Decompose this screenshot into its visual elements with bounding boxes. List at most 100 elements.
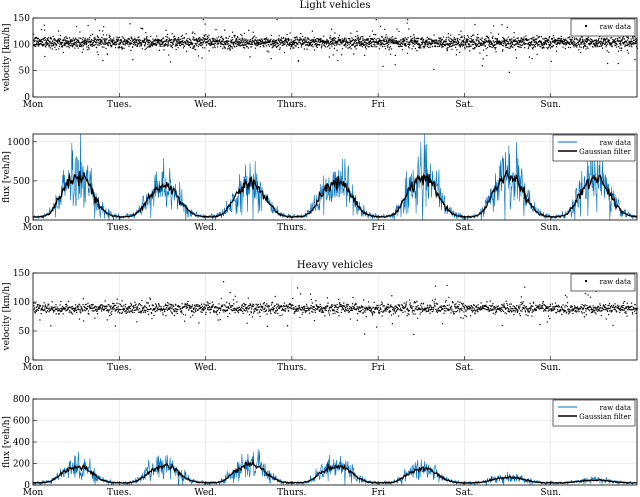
data-point [223, 42, 226, 44]
data-point [618, 37, 620, 39]
data-point [331, 304, 333, 306]
data-point [454, 38, 456, 40]
data-point [418, 308, 421, 311]
data-point [502, 304, 504, 306]
data-point [244, 310, 246, 312]
data-point [242, 46, 245, 49]
data-point [107, 44, 110, 47]
data-point [279, 48, 281, 51]
data-point [464, 48, 466, 50]
data-point [305, 41, 307, 43]
data-point [365, 45, 367, 48]
data-point [212, 303, 214, 306]
data-point [582, 305, 585, 307]
data-point [195, 48, 197, 51]
data-point [226, 309, 229, 311]
data-point [196, 304, 198, 306]
data-point [146, 46, 149, 48]
data-point [404, 311, 406, 313]
data-point [513, 309, 515, 312]
data-point [341, 306, 343, 308]
data-point [311, 30, 314, 32]
data-point [204, 42, 206, 44]
data-point [454, 40, 456, 42]
data-point [303, 309, 305, 311]
data-point [576, 46, 578, 48]
data-point [444, 44, 446, 46]
data-point [178, 42, 180, 44]
data-point [131, 311, 133, 313]
data-point [604, 40, 606, 42]
data-point [60, 309, 62, 311]
data-point [156, 35, 158, 37]
data-point [554, 308, 556, 310]
data-point [385, 310, 387, 312]
data-point [393, 308, 395, 311]
data-point [536, 305, 538, 307]
data-point [493, 41, 495, 43]
data-point [38, 306, 40, 308]
data-point [97, 306, 99, 308]
data-point [604, 43, 606, 45]
data-point [279, 47, 281, 49]
data-point [341, 306, 344, 308]
data-point [51, 301, 53, 303]
data-point [199, 304, 201, 307]
data-point [610, 42, 612, 44]
data-point [95, 38, 97, 40]
data-point [304, 41, 306, 43]
data-point [118, 39, 120, 41]
data-point [287, 37, 290, 40]
data-point [519, 306, 521, 308]
data-point [206, 38, 208, 41]
data-point [174, 303, 177, 305]
data-point [315, 307, 317, 310]
data-point [569, 309, 571, 311]
data-point [134, 43, 137, 46]
data-point [393, 39, 395, 41]
data-point [132, 44, 135, 46]
data-point [482, 41, 484, 43]
data-point [81, 309, 84, 311]
data-point [198, 40, 200, 43]
data-point [79, 31, 81, 33]
data-point [522, 307, 525, 309]
data-point [117, 46, 119, 48]
data-point [34, 302, 36, 304]
data-point [67, 43, 69, 45]
data-point [132, 305, 134, 307]
data-point [588, 310, 591, 312]
data-point [216, 40, 218, 42]
data-point [102, 42, 104, 44]
data-point [67, 308, 69, 310]
data-point [475, 309, 477, 311]
data-point [585, 308, 588, 310]
data-point [485, 38, 487, 40]
data-point [267, 41, 270, 44]
data-point [139, 304, 142, 306]
data-point [165, 29, 167, 31]
data-point [410, 35, 412, 38]
data-point [514, 307, 516, 309]
data-point [115, 40, 117, 43]
data-point [527, 39, 529, 41]
data-point [434, 41, 436, 43]
data-point [97, 44, 99, 46]
data-point [107, 43, 109, 45]
data-point [518, 308, 520, 310]
data-point [144, 305, 146, 307]
data-point [416, 309, 419, 311]
data-point [527, 308, 530, 310]
data-point [263, 42, 265, 45]
data-point [121, 46, 123, 48]
data-point [417, 40, 419, 42]
data-point [191, 309, 193, 312]
data-point [140, 44, 143, 46]
data-point [192, 38, 194, 40]
data-point [599, 303, 601, 305]
data-point [299, 306, 301, 309]
data-point [459, 38, 461, 41]
data-point [90, 307, 92, 309]
data-point [81, 51, 83, 53]
data-point [310, 43, 312, 45]
